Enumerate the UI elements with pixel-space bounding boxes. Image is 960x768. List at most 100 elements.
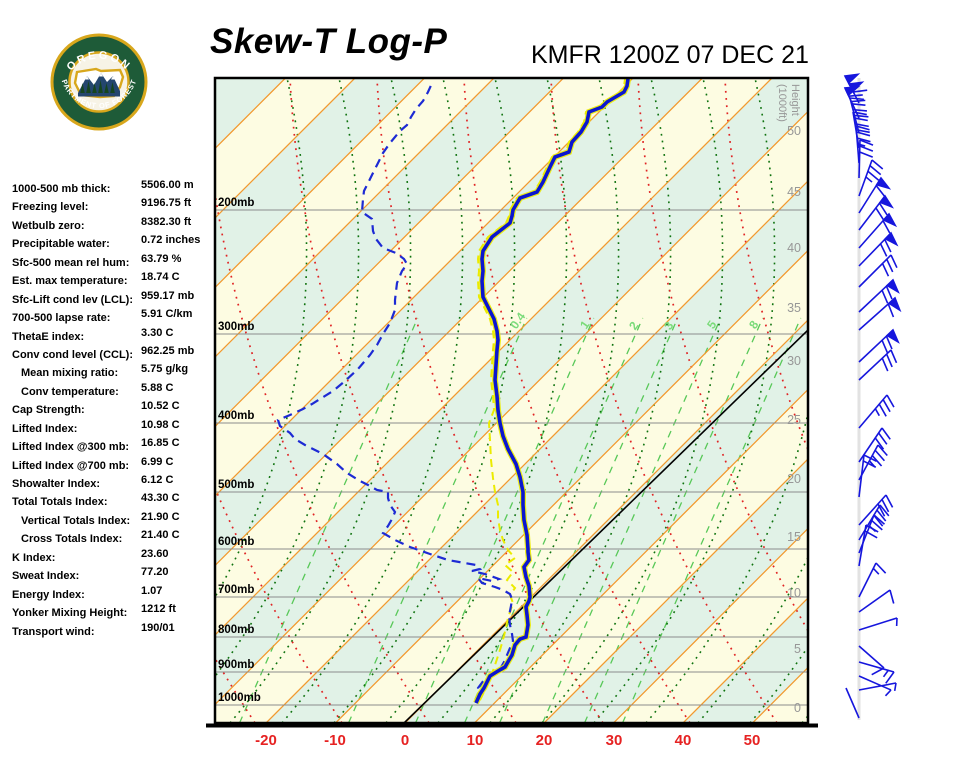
stat-value: 63.79 % (141, 252, 182, 265)
height-tick: 5 (794, 642, 801, 656)
stat-row: Conv cond level (CCL): 962.25 mb (12, 345, 217, 363)
height-tick: 15 (787, 530, 801, 544)
stat-label: Sfc-500 mean rel hum: (12, 256, 130, 269)
stat-value: 18.74 C (141, 271, 180, 284)
tree-icon (98, 80, 103, 94)
stat-row: Mean mixing ratio: 5.75 g/kg (12, 363, 217, 381)
stat-row: Yonker Mixing Height: 1212 ft (12, 603, 217, 621)
pressure-label: 600mb (218, 536, 254, 548)
snow-cap-icon (85, 76, 89, 80)
stat-value: 16.85 C (141, 437, 180, 450)
temp-tick: 30 (606, 732, 623, 749)
stat-label: Sweat Index: (12, 570, 80, 583)
tree-icon (110, 82, 115, 94)
dewpoint-curve (276, 80, 515, 704)
page-title: Skew-T Log-P (210, 22, 448, 61)
pressure-label: 400mb (218, 410, 254, 422)
stat-value: 9196.75 ft (141, 197, 192, 210)
temp-tick: 0 (401, 732, 409, 749)
stat-label: Conv cond level (CCL): (12, 348, 134, 361)
stat-label: Cap Strength: (12, 404, 85, 417)
temperature-curve (474, 79, 630, 704)
stat-label: Cross Totals Index: (21, 533, 123, 546)
plot-border (213, 76, 810, 725)
stat-row: Freezing level: 9196.75 ft (12, 197, 217, 215)
height-tick: 0 (794, 701, 801, 715)
pressure-label: 500mb (218, 479, 254, 491)
stat-label: Sfc-Lift cond lev (LCL): (12, 293, 133, 306)
odf-logo: OREGON DEPARTMENT OF FORESTRY (49, 26, 148, 131)
stat-label: Mean mixing ratio: (21, 367, 119, 380)
pressure-label: 300mb (218, 321, 254, 333)
temp-tick: 50 (744, 732, 761, 749)
stat-value: 21.40 C (141, 529, 180, 542)
height-tick: 10 (787, 586, 801, 600)
stat-label: Yonker Mixing Height: (12, 607, 128, 620)
height-tick: 50 (787, 124, 801, 138)
stat-row: Sweat Index: 77.20 (12, 566, 217, 584)
snow-cap-icon (111, 76, 115, 80)
stat-value: 6.12 C (141, 474, 174, 486)
stat-value: 190/01 (141, 621, 175, 634)
stat-value: 10.52 C (141, 400, 180, 413)
stat-value: 6.99 C (141, 455, 174, 468)
stat-label: Freezing level: (12, 201, 89, 214)
stat-row: Energy Index: 1.07 (12, 585, 217, 603)
height-tick: 45 (787, 185, 801, 199)
stat-row: Lifted Index: 10.98 C (12, 419, 217, 437)
stat-label: Vertical Totals Index: (21, 514, 131, 527)
height-tick: 30 (787, 354, 801, 368)
logo-scene (73, 67, 125, 99)
stat-label: 700-500 lapse rate: (12, 312, 111, 325)
stat-label: Transport wind: (12, 625, 95, 638)
pressure-label: 900mb (218, 659, 254, 671)
stat-row: Precipitable water: 0.72 inches (12, 234, 217, 252)
logo-ground (78, 93, 120, 97)
stat-label: Est. max temperature: (12, 275, 128, 288)
stat-label: Conv temperature: (21, 385, 119, 398)
snow-cap-icon (99, 73, 103, 77)
stat-value: 0.72 inches (141, 234, 201, 247)
stat-value: 23.60 (141, 547, 169, 560)
stat-label: Wetbulb zero: (12, 219, 85, 232)
height-tick: 20 (787, 472, 801, 486)
stat-label: K Index: (12, 551, 56, 564)
stat-label: Lifted Index @300 mb: (12, 441, 130, 454)
tree-icon (80, 83, 85, 94)
stat-label: Lifted Index @700 mb: (12, 459, 130, 472)
stat-row: Cross Totals Index: 21.40 C (12, 529, 217, 547)
stat-row: Conv temperature: 5.88 C (12, 382, 217, 400)
stat-label: Precipitable water: (12, 238, 110, 251)
stat-value: 959.17 mb (141, 289, 195, 302)
stat-row: Total Totals Index: 43.30 C (12, 492, 217, 510)
stat-value: 5.91 C/km (141, 308, 193, 321)
height-axis-title: Height (789, 84, 801, 116)
stat-label: Lifted Index: (12, 422, 78, 435)
tree-icon (92, 83, 97, 94)
pressure-label: 1000mb (218, 692, 261, 704)
stat-value: 10.98 C (141, 418, 180, 431)
pressure-label: 700mb (218, 584, 254, 596)
temp-tick: 10 (467, 732, 484, 749)
stat-value: 8382.30 ft (141, 215, 192, 228)
stat-row: Est. max temperature: 18.74 C (12, 271, 217, 289)
stat-row: 700-500 lapse rate: 5.91 C/km (12, 308, 217, 326)
stat-row: Sfc-500 mean rel hum: 63.79 % (12, 253, 217, 271)
tree-icon (86, 81, 91, 94)
wind-barb-column (843, 73, 902, 719)
station-title: KMFR 1200Z 07 DEC 21 (531, 41, 809, 69)
temp-tick: -20 (255, 732, 277, 749)
stat-row: ThetaE index: 3.30 C (12, 327, 217, 345)
stat-value: 3.30 C (141, 326, 174, 339)
stat-row: Sfc-Lift cond lev (LCL): 959.17 mb (12, 290, 217, 308)
stat-value: 77.20 (141, 566, 169, 579)
stat-label: Energy Index: (12, 588, 85, 601)
stat-label: Showalter Index: (12, 478, 101, 490)
stat-label: Total Totals Index: (12, 496, 108, 509)
stat-value: 21.90 C (141, 510, 180, 523)
stat-value: 5.88 C (141, 381, 174, 394)
temp-tick: 20 (536, 732, 553, 749)
stat-row: Cap Strength: 10.52 C (12, 400, 217, 418)
stat-label: 1000-500 mb thick: (12, 183, 111, 195)
